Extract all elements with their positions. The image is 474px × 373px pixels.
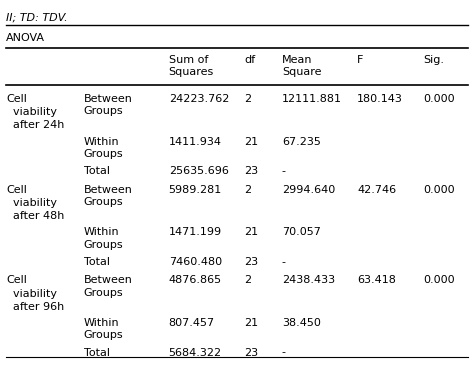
Text: Within
Groups: Within Groups <box>84 227 124 250</box>
Text: -: - <box>282 166 286 176</box>
Text: 2: 2 <box>244 185 251 195</box>
Text: -: - <box>282 257 286 267</box>
Text: 2: 2 <box>244 275 251 285</box>
Text: 0.000: 0.000 <box>423 275 455 285</box>
Text: ANOVA: ANOVA <box>6 33 45 43</box>
Text: 5989.281: 5989.281 <box>169 185 222 195</box>
Text: Within
Groups: Within Groups <box>84 137 124 159</box>
Text: Between
Groups: Between Groups <box>84 275 133 298</box>
Text: 2: 2 <box>244 94 251 104</box>
Text: 0.000: 0.000 <box>423 94 455 104</box>
Text: 23: 23 <box>244 348 258 358</box>
Text: Between
Groups: Between Groups <box>84 94 133 116</box>
Text: 21: 21 <box>244 137 258 147</box>
Text: 23: 23 <box>244 166 258 176</box>
Text: 42.746: 42.746 <box>357 185 396 195</box>
Text: II; TD: TDV.: II; TD: TDV. <box>6 13 68 22</box>
Text: 70.057: 70.057 <box>282 227 320 237</box>
Text: Cell
  viability
  after 48h: Cell viability after 48h <box>6 185 64 221</box>
Text: Total: Total <box>84 166 110 176</box>
Text: 12111.881: 12111.881 <box>282 94 342 104</box>
Text: 24223.762: 24223.762 <box>169 94 229 104</box>
Text: 807.457: 807.457 <box>169 318 215 328</box>
Text: 63.418: 63.418 <box>357 275 396 285</box>
Text: Cell
  viability
  after 96h: Cell viability after 96h <box>6 275 64 312</box>
Text: 1411.934: 1411.934 <box>169 137 222 147</box>
Text: 23: 23 <box>244 257 258 267</box>
Text: -: - <box>282 348 286 358</box>
Text: Between
Groups: Between Groups <box>84 185 133 207</box>
Text: 2438.433: 2438.433 <box>282 275 335 285</box>
Text: 0.000: 0.000 <box>423 185 455 195</box>
Text: F: F <box>357 55 364 65</box>
Text: 2994.640: 2994.640 <box>282 185 335 195</box>
Text: 1471.199: 1471.199 <box>169 227 222 237</box>
Text: 38.450: 38.450 <box>282 318 320 328</box>
Text: 21: 21 <box>244 318 258 328</box>
Text: Sig.: Sig. <box>423 55 444 65</box>
Text: Cell
  viability
  after 24h: Cell viability after 24h <box>6 94 64 130</box>
Text: df: df <box>244 55 255 65</box>
Text: 7460.480: 7460.480 <box>169 257 222 267</box>
Text: 180.143: 180.143 <box>357 94 403 104</box>
Text: Mean
Square: Mean Square <box>282 55 321 78</box>
Text: 25635.696: 25635.696 <box>169 166 228 176</box>
Text: Total: Total <box>84 257 110 267</box>
Text: 67.235: 67.235 <box>282 137 320 147</box>
Text: Within
Groups: Within Groups <box>84 318 124 340</box>
Text: 4876.865: 4876.865 <box>169 275 222 285</box>
Text: 21: 21 <box>244 227 258 237</box>
Text: Sum of
Squares: Sum of Squares <box>169 55 214 78</box>
Text: Total: Total <box>84 348 110 358</box>
Text: 5684.322: 5684.322 <box>169 348 222 358</box>
